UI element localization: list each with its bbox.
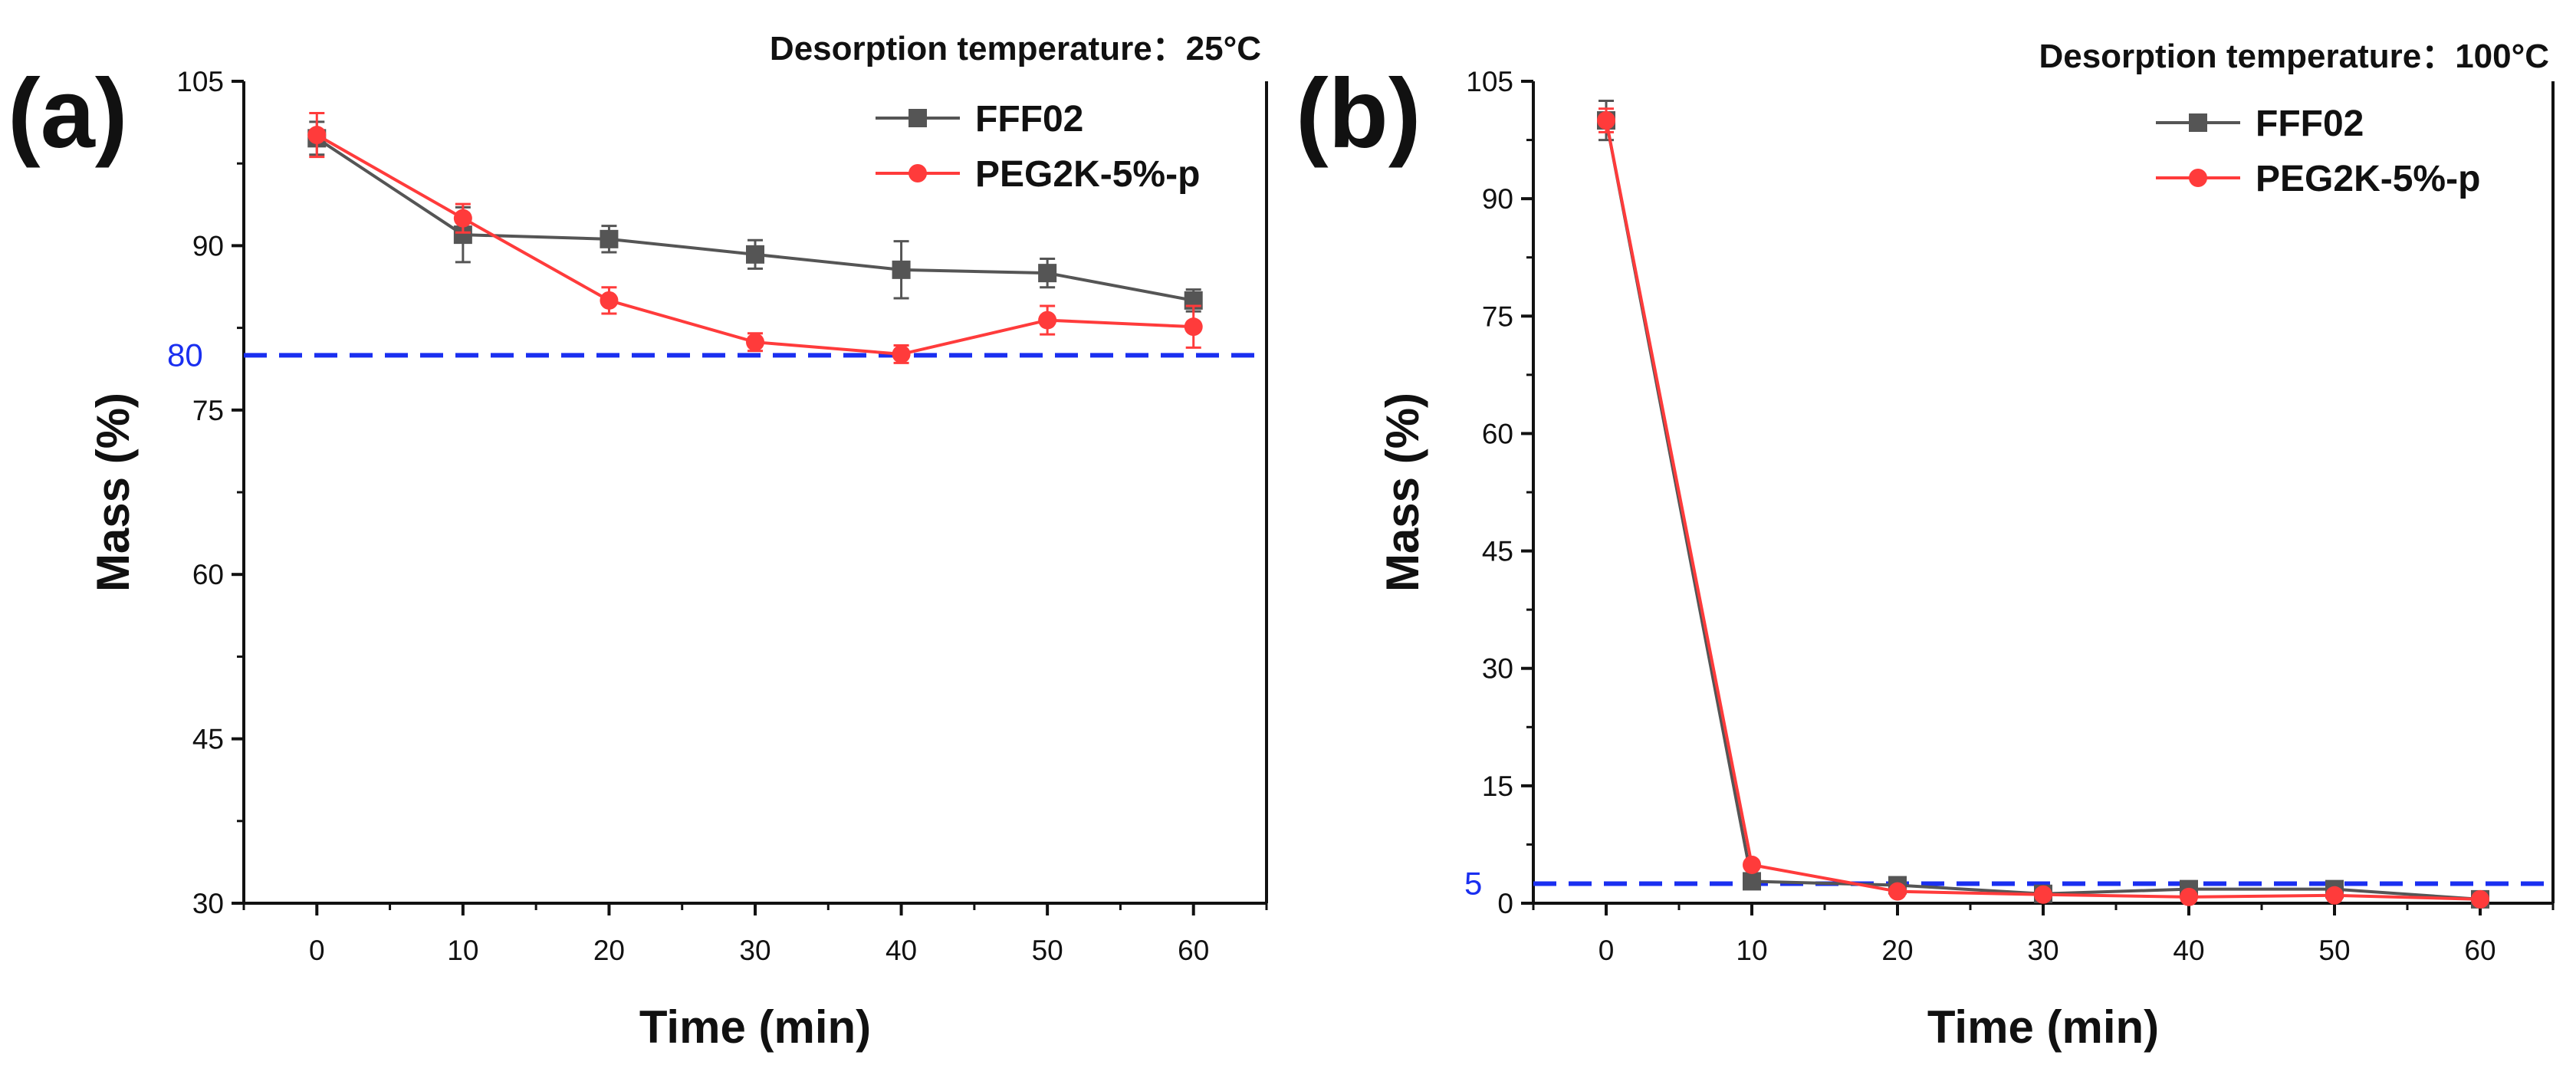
chart-panel-2: (b) Desorption temperature：100°C 0 15 30 45 60… bbox=[1296, 38, 2555, 1053]
x-tick-label: 0 bbox=[1598, 935, 1615, 966]
legend-label: PEG2K-5%-p bbox=[975, 154, 1200, 195]
data-point bbox=[2034, 885, 2052, 904]
x-tick-label: 30 bbox=[739, 935, 770, 966]
y-tick-label: 45 bbox=[192, 724, 224, 755]
legend-label: FFF02 bbox=[975, 99, 1083, 140]
data-point bbox=[2180, 887, 2198, 906]
legend-marker bbox=[2189, 169, 2207, 187]
data-point bbox=[1743, 872, 1761, 891]
series-line bbox=[1605, 120, 2481, 901]
y-tick-label: 30 bbox=[192, 888, 224, 919]
reference-line-label: 80 bbox=[167, 337, 203, 373]
series-1 bbox=[1597, 100, 2489, 909]
y-tick-label: 90 bbox=[1482, 183, 1513, 215]
x-tick-label: 20 bbox=[593, 935, 625, 966]
x-tick-label: 50 bbox=[1032, 935, 1063, 966]
x-axis-title: Time (min) bbox=[1927, 1001, 2159, 1053]
y-tick-label: 60 bbox=[1482, 418, 1513, 449]
chart-title: Desorption temperature：100°C bbox=[2039, 38, 2549, 75]
x-tick-label: 10 bbox=[447, 935, 478, 966]
data-point bbox=[307, 126, 327, 145]
panel-label: (a) bbox=[8, 59, 127, 169]
legend-label: PEG2K-5%-p bbox=[2256, 159, 2480, 199]
legend-marker bbox=[909, 109, 927, 127]
legend: FFF02 PEG2K-5%-p bbox=[876, 99, 1200, 195]
legend: FFF02 PEG2K-5%-p bbox=[2156, 104, 2480, 199]
data-point bbox=[892, 344, 911, 363]
data-point bbox=[1184, 317, 1203, 337]
x-tick-label: 10 bbox=[1736, 935, 1767, 966]
y-tick-label: 105 bbox=[1466, 66, 1513, 97]
y-tick-label: 90 bbox=[192, 230, 224, 261]
x-tick-label: 20 bbox=[1881, 935, 1913, 966]
y-tick-label: 15 bbox=[1482, 771, 1513, 802]
data-point bbox=[892, 260, 911, 279]
series-1 bbox=[307, 120, 1203, 313]
y-tick-label: 75 bbox=[192, 395, 224, 426]
y-tick-label: 0 bbox=[1497, 888, 1513, 919]
panel-label: (b) bbox=[1296, 59, 1421, 169]
x-tick-label: 0 bbox=[309, 935, 325, 966]
chart-panel-1: (a) Desorption temperature：25°C 30 45 60 75 90… bbox=[8, 30, 1268, 1053]
data-point bbox=[1597, 111, 1615, 130]
y-axis-title: Mass (%) bbox=[87, 393, 139, 592]
data-point bbox=[600, 229, 619, 248]
x-tick-label: 60 bbox=[2464, 935, 2496, 966]
data-point bbox=[1743, 855, 1761, 874]
x-tick-label: 40 bbox=[2173, 935, 2204, 966]
y-axis-title: Mass (%) bbox=[1377, 393, 1428, 592]
x-tick-label: 30 bbox=[2027, 935, 2058, 966]
data-point bbox=[2471, 889, 2489, 909]
data-point bbox=[1038, 311, 1057, 330]
y-tick-label: 75 bbox=[1482, 301, 1513, 332]
y-tick-label: 45 bbox=[1482, 536, 1513, 567]
x-tick-label: 50 bbox=[2318, 935, 2350, 966]
legend-marker bbox=[909, 164, 927, 182]
data-point bbox=[453, 209, 472, 228]
data-point bbox=[1038, 264, 1057, 283]
y-tick-label: 30 bbox=[1482, 653, 1513, 685]
y-tick-label: 105 bbox=[176, 66, 224, 97]
data-point bbox=[2325, 886, 2344, 905]
legend-marker bbox=[2189, 113, 2207, 132]
x-axis-title: Time (min) bbox=[639, 1001, 871, 1053]
data-point bbox=[746, 245, 764, 264]
series-2 bbox=[307, 111, 1203, 364]
reference-line-label: 5 bbox=[1464, 865, 1482, 901]
series-2 bbox=[1597, 107, 2489, 909]
data-point bbox=[746, 333, 764, 352]
data-point bbox=[1888, 882, 1907, 901]
x-tick-label: 40 bbox=[886, 935, 917, 966]
legend-label: FFF02 bbox=[2256, 104, 2364, 144]
x-tick-label: 60 bbox=[1178, 935, 1209, 966]
y-tick-label: 60 bbox=[192, 559, 224, 590]
data-point bbox=[600, 291, 619, 310]
chart-title: Desorption temperature：25°C bbox=[770, 30, 1261, 67]
